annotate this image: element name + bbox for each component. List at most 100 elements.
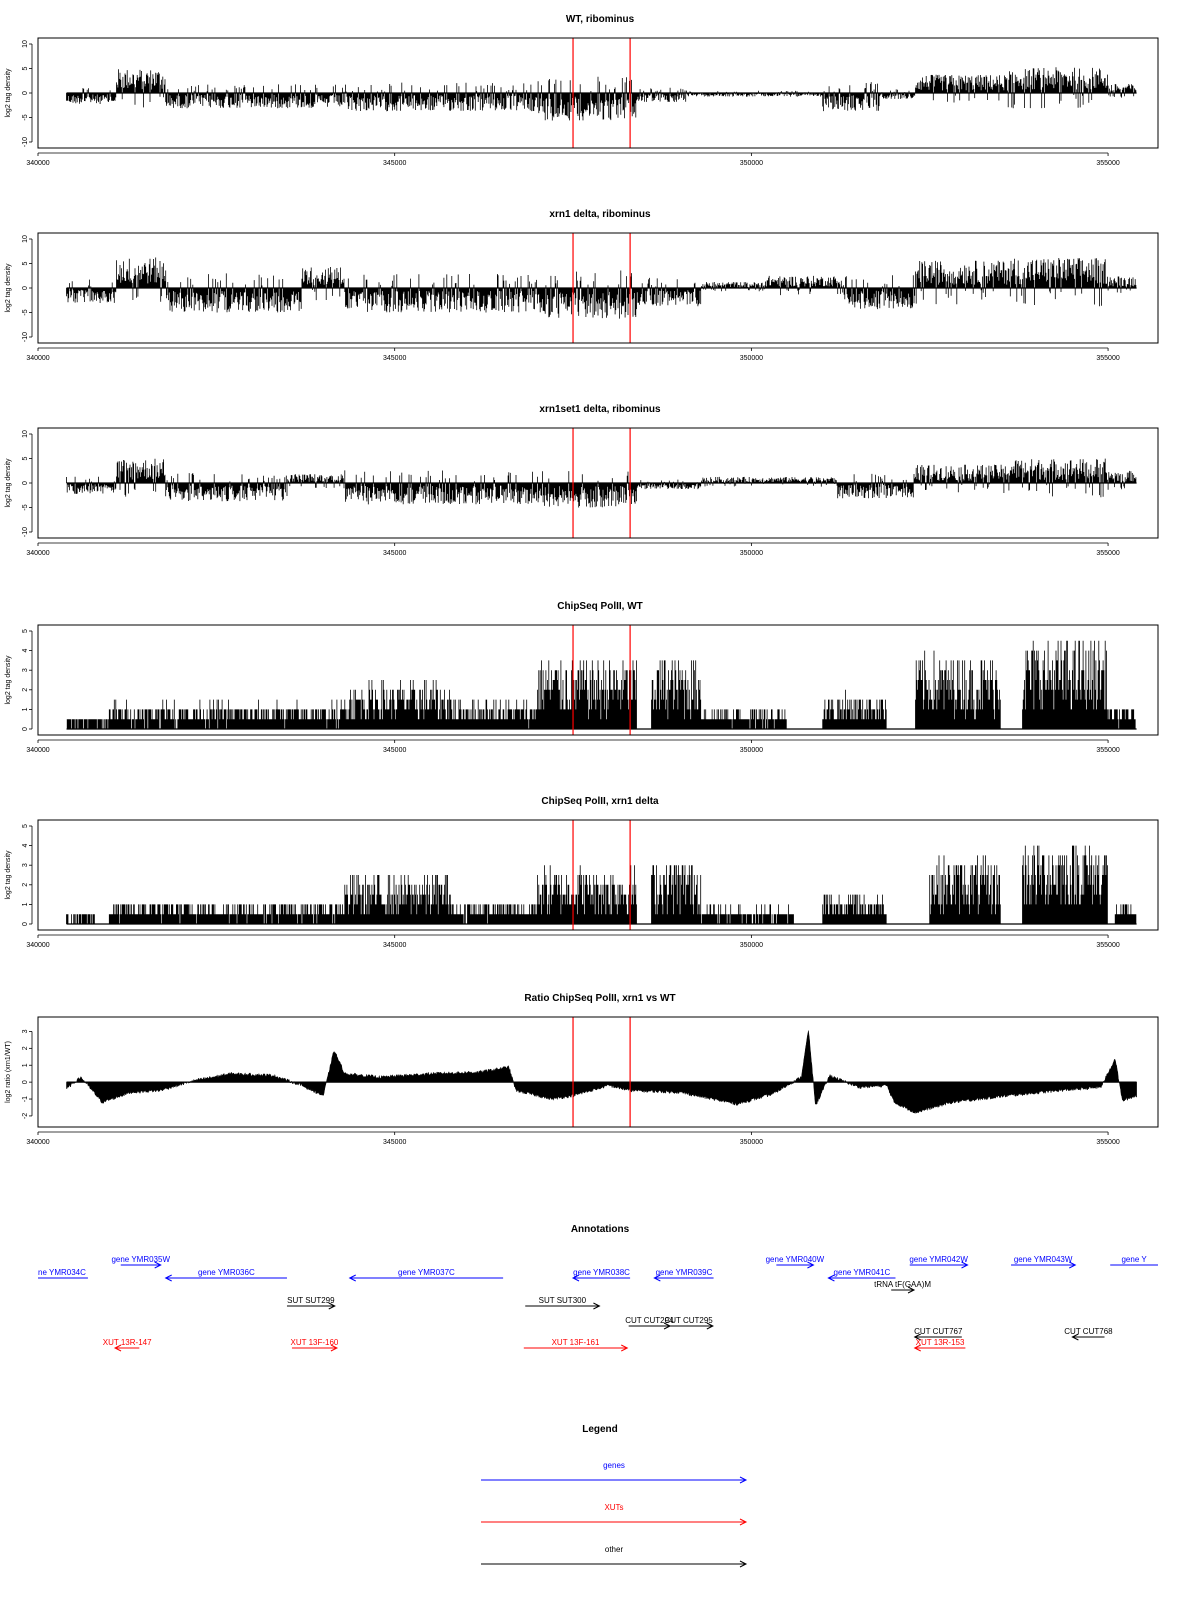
x-tick-label: 345000 <box>383 355 406 362</box>
data-marks <box>66 257 1137 319</box>
feature-label: gene YMR042W <box>909 1255 968 1264</box>
legend-item-other: other <box>481 1545 748 1568</box>
arrow-head <box>706 1322 714 1330</box>
y-axis-label: log2 tag density <box>5 850 12 900</box>
feature-label: tRNA tF(GAA)M <box>874 1280 931 1289</box>
y-axis: 5 4 3 2 1 0 <box>22 629 33 731</box>
y-tick-label: -5 <box>22 309 29 315</box>
plot-frame <box>37 37 1159 149</box>
legend-label: genes <box>603 1461 625 1470</box>
annotations-track: Annotations ne YMR034C gene YMR035W gene YM… <box>38 1224 1158 1352</box>
y-tick-label: 5 <box>22 629 29 633</box>
feature-genes: gene YMR035W <box>111 1255 170 1269</box>
x-tick-label: 340000 <box>26 355 49 362</box>
feature-other: CUT CUT768 <box>1064 1327 1113 1341</box>
y-tick-label: 3 <box>22 863 29 867</box>
y-axis: 10 5 0 -5 -10 <box>22 40 33 147</box>
feature-xuts: XUT 13R-147 <box>103 1338 152 1352</box>
y-tick-label: 4 <box>22 844 29 848</box>
y-axis-label: log2 tag density <box>5 655 12 705</box>
x-tick-label: 355000 <box>1096 160 1119 167</box>
feature-label: gene YMR035W <box>111 1255 170 1264</box>
arrow-head <box>913 1344 921 1352</box>
y-tick-label: -5 <box>22 504 29 510</box>
signal-bars <box>66 257 1137 319</box>
arrow-head <box>907 1286 916 1294</box>
chart-title: ChipSeq PolII, WT <box>557 601 643 612</box>
arrow-head <box>739 1560 748 1568</box>
y-tick-label: 0 <box>22 481 29 485</box>
x-tick-label: 345000 <box>383 550 406 557</box>
y-tick-label: 0 <box>22 922 29 926</box>
feature-label: XUT 13F-160 <box>290 1338 338 1347</box>
feature-label: gene YMR037C <box>398 1268 455 1277</box>
x-axis: 340000 345000 350000 355000 <box>26 347 1120 362</box>
feature-genes: gene YMR042W <box>909 1255 969 1269</box>
y-tick-label: 2 <box>22 1046 29 1050</box>
legend-item-xuts: XUTs <box>481 1503 748 1526</box>
chart-title: xrn1 delta, ribominus <box>549 209 651 220</box>
y-tick-label: 0 <box>22 286 29 290</box>
legend-label: XUTs <box>604 1503 623 1512</box>
feature-genes: gene YMR038C <box>571 1268 630 1282</box>
arrow-head <box>1069 1261 1077 1269</box>
x-axis: 340000 345000 350000 355000 <box>26 1131 1120 1146</box>
y-axis: 10 5 0 -5 -10 <box>22 430 33 537</box>
x-tick-label: 350000 <box>740 550 763 557</box>
y-tick-label: 3 <box>22 1029 29 1033</box>
x-tick-label: 355000 <box>1096 550 1119 557</box>
y-tick-label: 1 <box>22 902 29 906</box>
feature-genes: gene Y <box>1110 1255 1158 1266</box>
y-tick-label: 5 <box>22 456 29 460</box>
legend: Legend genes XUTs other <box>481 1424 748 1568</box>
ratio-area <box>66 1030 1137 1115</box>
chart-panel-3: xrn1set1 delta, ribominus 10 5 0 -5 -10 log2 t… <box>5 404 1159 557</box>
y-tick-label: 5 <box>22 66 29 70</box>
y-tick-label: 5 <box>22 824 29 828</box>
annotations-title: Annotations <box>571 1224 630 1235</box>
signal-bars <box>66 845 1137 924</box>
feature-label: XUT 13F-161 <box>552 1338 600 1347</box>
x-tick-label: 350000 <box>740 355 763 362</box>
feature-xuts: XUT 13F-161 <box>523 1338 629 1352</box>
x-tick-label: 350000 <box>740 1139 763 1146</box>
chart-title: Ratio ChipSeq PolII, xrn1 vs WT <box>524 993 675 1004</box>
arrow-head <box>328 1302 336 1310</box>
y-tick-label: 0 <box>22 727 29 731</box>
feature-xuts: XUT 13R-153 <box>913 1338 966 1352</box>
y-tick-label: 2 <box>22 688 29 692</box>
feature-label: gene YMR041C <box>834 1268 891 1277</box>
x-tick-label: 345000 <box>383 1139 406 1146</box>
data-marks <box>66 845 1137 924</box>
feature-label: SUT SUT300 <box>539 1296 587 1305</box>
plot-frame <box>37 624 1159 736</box>
feature-other: tRNA tF(GAA)M <box>874 1280 931 1294</box>
y-tick-label: -5 <box>22 114 29 120</box>
arrow-head <box>739 1518 748 1526</box>
feature-label: gene YMR043W <box>1014 1255 1073 1264</box>
feature-other: SUT SUT299 <box>286 1296 336 1310</box>
y-axis-label: log2 tag density <box>5 458 12 508</box>
y-axis: 3 2 1 0 -1 -2 <box>22 1029 33 1119</box>
plot-frame <box>37 232 1159 344</box>
arrow-head <box>827 1274 835 1282</box>
x-tick-label: 355000 <box>1096 942 1119 949</box>
y-tick-label: -10 <box>22 137 29 147</box>
x-axis: 340000 345000 350000 355000 <box>26 542 1120 557</box>
y-tick-label: 4 <box>22 649 29 653</box>
feature-genes: gene YMR041C <box>827 1268 896 1282</box>
y-tick-label: 10 <box>22 430 29 438</box>
arrow-head <box>113 1344 122 1352</box>
chart-title: xrn1set1 delta, ribominus <box>539 404 661 415</box>
x-tick-label: 340000 <box>26 1139 49 1146</box>
x-tick-label: 355000 <box>1096 355 1119 362</box>
feature-label: SUT SUT299 <box>287 1296 335 1305</box>
arrow-head <box>154 1261 162 1269</box>
feature-other: CUT CUT767 <box>913 1327 963 1341</box>
x-tick-label: 350000 <box>740 747 763 754</box>
feature-label: CUT CUT768 <box>1064 1327 1113 1336</box>
x-tick-label: 340000 <box>26 747 49 754</box>
chart-title: WT, ribominus <box>566 14 635 25</box>
plot-frame <box>37 427 1159 539</box>
feature-xuts: XUT 13F-160 <box>290 1338 339 1352</box>
